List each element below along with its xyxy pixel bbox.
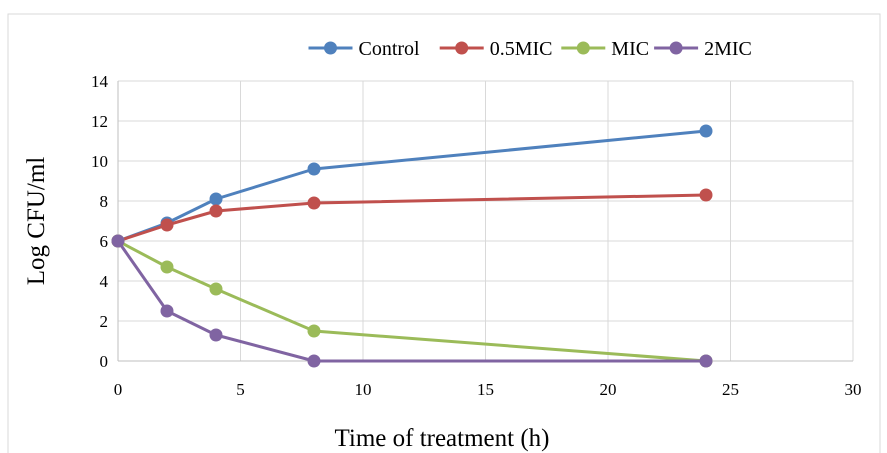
legend-label: 0.5MIC [490,38,553,60]
data-point-2mic [699,354,713,368]
y-tick-label: 10 [91,152,108,171]
legend-item-mic: MIC [561,38,649,60]
legend-label: MIC [611,38,649,60]
data-point-0-5mic [699,188,713,202]
y-tick-label: 4 [100,272,109,291]
data-point-2mic [111,234,125,248]
data-point-2mic [160,304,174,318]
grid-layer [118,80,854,361]
x-tick-label: 30 [845,380,862,399]
legend-item-0-5mic: 0.5MIC [439,38,553,60]
x-tick-label: 0 [114,380,123,399]
series-layer [111,124,713,368]
x-tick-label: 20 [600,380,617,399]
legend-swatch-marker [324,41,337,55]
y-tick-label: 0 [100,352,109,371]
data-point-0-5mic [160,218,174,232]
legend-swatch-marker [576,41,590,55]
legend: Control 0.5MIC MIC 2MIC [308,38,752,60]
y-tick-label: 8 [100,192,109,211]
data-point-control [209,192,223,206]
data-point-control [307,162,321,176]
data-point-0-5mic [307,196,321,210]
data-point-0-5mic [209,204,223,218]
legend-swatch-marker [669,41,683,55]
legend-item-control: Control [308,38,421,60]
chart-border [7,13,881,453]
x-tick-label: 5 [236,380,245,399]
data-point-2mic [307,354,321,368]
data-point-2mic [209,328,223,342]
x-tick-label: 10 [355,380,372,399]
y-axis-title: Log CFU/ml [23,157,50,286]
legend-item-2mic: 2MIC [654,38,752,60]
x-tick-label: 15 [477,380,494,399]
data-point-mic [307,324,321,338]
data-point-mic [160,260,174,274]
data-point-control [699,124,713,138]
data-point-mic [209,282,223,296]
y-tick-label: 2 [100,312,109,331]
legend-label: 2MIC [704,38,752,60]
y-tick-label: 12 [91,112,108,131]
x-tick-label: 25 [722,380,739,399]
axis-layer: 0 2 4 6 8 10 12 14 0 5 10 15 20 25 30 [91,72,862,399]
legend-label: Control [359,38,421,60]
x-axis-title: Time of treatment (h) [334,425,549,452]
y-tick-label: 14 [91,72,109,91]
legend-swatch-marker [455,41,469,55]
y-tick-label: 6 [100,232,109,251]
